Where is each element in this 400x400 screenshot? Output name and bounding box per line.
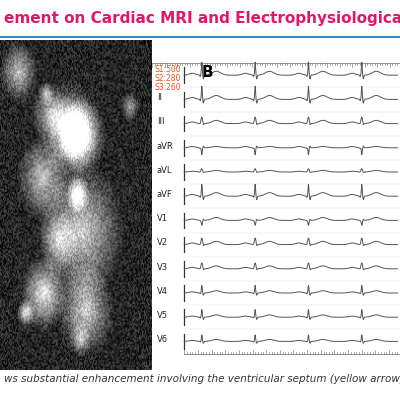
Text: B: B — [202, 65, 213, 80]
Text: V2: V2 — [157, 238, 168, 248]
Text: ement on Cardiac MRI and Electrophysiological Testing: ement on Cardiac MRI and Electrophysiolo… — [4, 11, 400, 26]
Text: aVF: aVF — [157, 190, 173, 199]
Text: V3: V3 — [157, 263, 168, 272]
Text: V1: V1 — [157, 214, 168, 223]
Text: V5: V5 — [157, 311, 168, 320]
Text: II: II — [157, 93, 162, 102]
Text: V6: V6 — [157, 335, 168, 344]
Text: V4: V4 — [157, 287, 168, 296]
Text: S3:260: S3:260 — [154, 83, 181, 92]
Text: aVR: aVR — [157, 142, 174, 151]
Text: S1:500: S1:500 — [154, 65, 181, 74]
Text: S2:280: S2:280 — [154, 74, 181, 83]
Text: ws substantial enhancement involving the ventricular septum (yellow arrow). B: O: ws substantial enhancement involving the… — [4, 374, 400, 384]
Text: aVL: aVL — [157, 166, 172, 175]
Text: III: III — [157, 118, 164, 126]
